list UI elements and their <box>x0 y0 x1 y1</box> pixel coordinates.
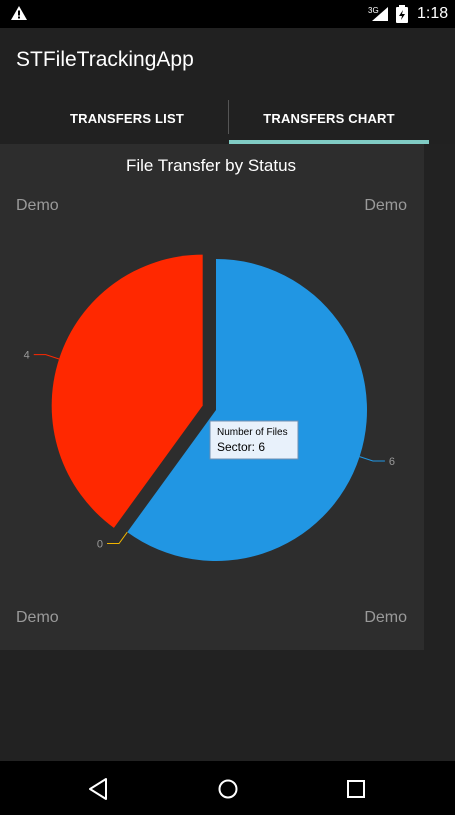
watermark-top-left: Demo <box>16 197 59 214</box>
tab-transfers-list[interactable]: TRANSFERS LIST <box>69 110 185 126</box>
pie-leader-0 <box>359 456 385 462</box>
pie-value-label-0: 6 <box>389 456 395 468</box>
pie-value-label-1: 0 <box>97 538 103 550</box>
pie-chart[interactable]: File Transfer by Status Demo Demo Demo D… <box>0 144 424 650</box>
tab-selected-indicator <box>229 140 429 144</box>
pie-slice-2[interactable] <box>51 254 203 528</box>
app-bar: STFileTrackingApp <box>0 28 455 92</box>
watermark-bottom-left: Demo <box>16 609 59 626</box>
home-icon[interactable] <box>215 776 241 802</box>
tab-bar: TRANSFERS LIST TRANSFERS CHART <box>0 92 455 144</box>
navigation-bar <box>0 761 455 815</box>
status-bar: 3G 1:18 <box>0 0 455 28</box>
chart-tooltip: Number of Files Sector: 6 <box>209 420 299 460</box>
signal-icon: 3G <box>368 6 388 21</box>
tooltip-text: Sector: 6 <box>217 440 265 454</box>
pie-leader-lines: 6 0 4 <box>24 350 395 551</box>
pie-leader-1 <box>107 531 128 544</box>
tab-divider <box>228 100 229 134</box>
recent-apps-icon[interactable] <box>343 776 369 802</box>
tooltip-title: Number of Files <box>217 427 288 438</box>
pie-slices <box>51 254 367 561</box>
pie-leader-2 <box>33 354 60 360</box>
chart-title: File Transfer by Status <box>126 156 296 175</box>
pie-slice-0[interactable] <box>127 259 367 561</box>
app-title: STFileTrackingApp <box>16 48 194 71</box>
chart-panel: File Transfer by Status Demo Demo Demo D… <box>0 144 424 650</box>
network-label: 3G <box>368 6 379 15</box>
warning-icon <box>11 6 27 20</box>
back-icon[interactable] <box>86 776 112 802</box>
watermark-top-right: Demo <box>364 197 407 214</box>
pie-value-label-2: 4 <box>24 350 30 362</box>
watermark-bottom-right: Demo <box>364 609 407 626</box>
battery-icon <box>396 5 408 23</box>
tab-transfers-chart[interactable]: TRANSFERS CHART <box>263 110 395 126</box>
status-time: 1:18 <box>417 5 449 22</box>
